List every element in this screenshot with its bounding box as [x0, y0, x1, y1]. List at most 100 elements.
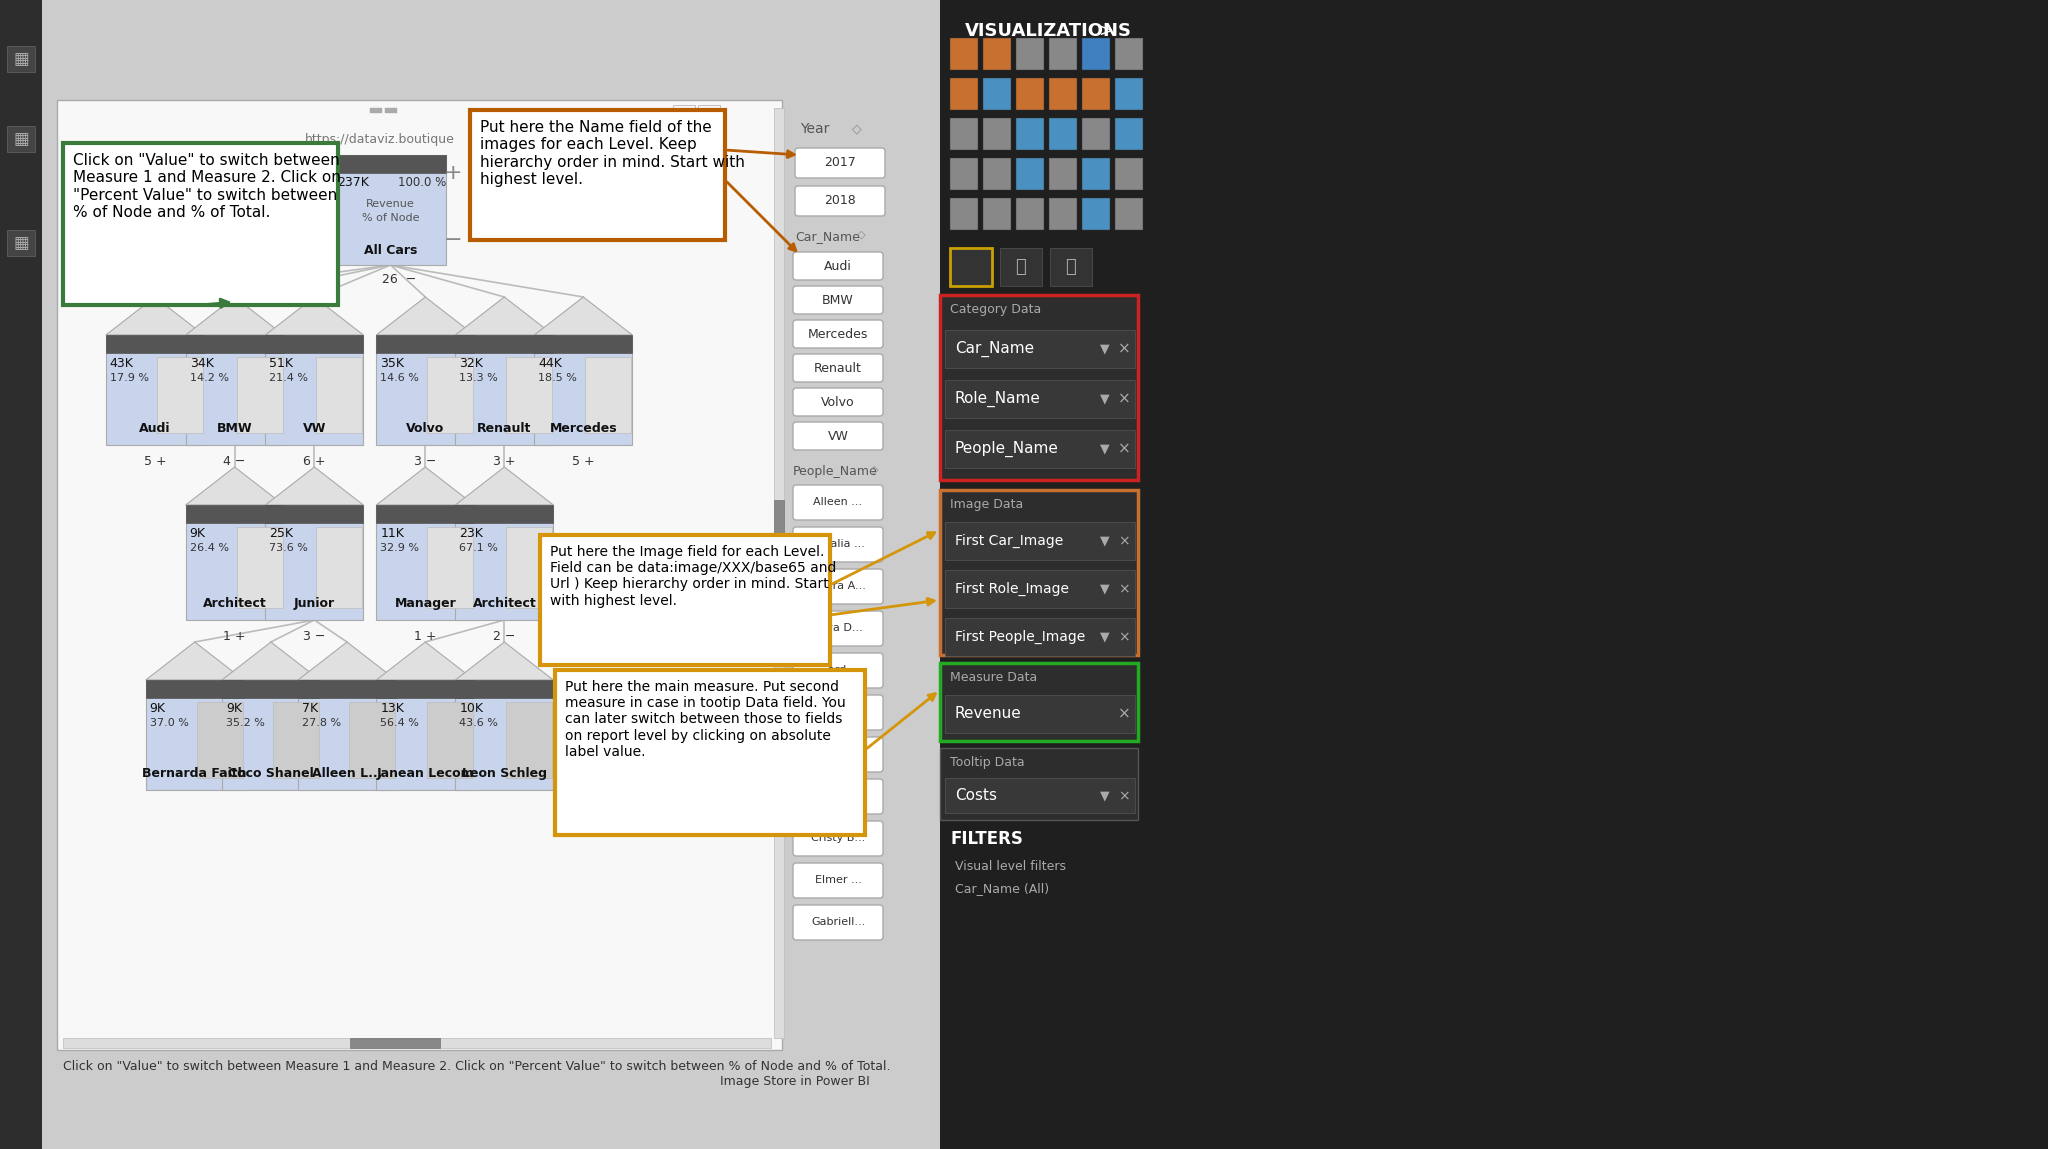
Polygon shape — [455, 466, 553, 506]
Text: Alleen L...: Alleen L... — [311, 768, 383, 780]
Polygon shape — [186, 296, 283, 336]
FancyBboxPatch shape — [793, 321, 883, 348]
Text: 100.0 %: 100.0 % — [399, 176, 446, 188]
Bar — [377, 336, 475, 445]
Text: 11K: 11K — [381, 527, 403, 540]
Bar — [266, 336, 362, 445]
Bar — [1114, 78, 1143, 110]
Text: 13K: 13K — [381, 702, 403, 715]
Text: 43.6 %: 43.6 % — [459, 718, 498, 728]
FancyBboxPatch shape — [795, 148, 885, 178]
Bar — [950, 198, 979, 230]
Bar — [950, 248, 991, 286]
Bar — [371, 108, 383, 113]
Text: 18.5 %: 18.5 % — [539, 373, 578, 383]
Bar — [983, 78, 1012, 110]
Text: Amalia ...: Amalia ... — [811, 539, 864, 549]
Bar — [999, 248, 1042, 286]
Text: 26.4 %: 26.4 % — [190, 543, 229, 553]
Text: 🎨: 🎨 — [1016, 259, 1026, 276]
Bar — [944, 522, 1135, 560]
FancyBboxPatch shape — [793, 252, 883, 280]
Text: ▼: ▼ — [1100, 534, 1110, 548]
Bar — [1114, 118, 1143, 151]
Text: ▼: ▼ — [1100, 442, 1110, 455]
Text: ◇: ◇ — [870, 465, 879, 475]
Text: Measure Data: Measure Data — [950, 671, 1036, 684]
Text: 2018: 2018 — [823, 194, 856, 208]
Bar — [106, 336, 205, 445]
Bar — [950, 38, 979, 70]
Text: Architect: Architect — [473, 597, 537, 610]
Text: Elmer ...: Elmer ... — [815, 876, 862, 885]
Bar — [455, 680, 553, 697]
Text: ×: × — [1118, 630, 1130, 643]
Polygon shape — [186, 466, 283, 506]
Text: ×: × — [1118, 707, 1130, 722]
Text: Costs: Costs — [954, 788, 997, 803]
Bar — [950, 78, 979, 110]
Text: People_Name: People_Name — [793, 465, 879, 478]
Bar — [0, 0, 43, 1149]
Bar — [1049, 198, 1077, 230]
Text: Tooltip Data: Tooltip Data — [950, 756, 1024, 769]
Bar — [1114, 159, 1143, 190]
Bar — [1016, 198, 1044, 230]
Bar — [385, 108, 397, 113]
Bar — [57, 100, 782, 1050]
Bar — [455, 336, 553, 445]
Polygon shape — [377, 296, 475, 336]
Bar — [940, 295, 1139, 480]
Bar — [299, 680, 395, 697]
Bar — [6, 230, 35, 256]
FancyBboxPatch shape — [795, 186, 885, 216]
Text: ×: × — [1118, 341, 1130, 356]
Text: 35.2 %: 35.2 % — [225, 718, 264, 728]
Bar — [1081, 159, 1110, 190]
Text: Car_Name: Car_Name — [795, 230, 860, 242]
Text: Manager: Manager — [395, 597, 457, 610]
Bar — [774, 108, 784, 1038]
Bar — [983, 159, 1012, 190]
Text: Gabriell...: Gabriell... — [811, 917, 864, 927]
Text: 2 −: 2 − — [494, 630, 516, 643]
Text: Click on "Value" to switch between
Measure 1 and Measure 2. Click on
"Percent Va: Click on "Value" to switch between Measu… — [74, 153, 340, 221]
Text: 26  −: 26 − — [383, 273, 416, 286]
Text: Category Data: Category Data — [950, 303, 1040, 316]
Text: Asya D...: Asya D... — [813, 623, 862, 633]
Bar — [455, 506, 553, 523]
Text: ⊞: ⊞ — [963, 259, 979, 276]
Text: 1 +: 1 + — [223, 630, 246, 643]
Text: 🔍: 🔍 — [1065, 259, 1077, 276]
Bar — [940, 0, 2048, 1149]
FancyBboxPatch shape — [793, 653, 883, 688]
Polygon shape — [377, 642, 475, 680]
Bar — [272, 702, 319, 778]
Bar — [186, 336, 283, 353]
Bar — [950, 159, 979, 190]
FancyBboxPatch shape — [793, 611, 883, 646]
Bar — [266, 506, 362, 620]
Text: 27.8 %: 27.8 % — [301, 718, 342, 728]
Bar — [541, 535, 829, 665]
FancyBboxPatch shape — [793, 527, 883, 562]
Text: 5 +: 5 + — [571, 455, 594, 468]
Bar — [221, 680, 319, 791]
Text: VW: VW — [827, 430, 848, 442]
Text: Put here the Image field for each Level.
Field can be data:image/XXX/base65 and
: Put here the Image field for each Level.… — [551, 545, 836, 608]
Bar — [336, 155, 446, 265]
Text: 5 +: 5 + — [143, 455, 166, 468]
Text: Put here the Name field of the
images for each Level. Keep
hierarchy order in mi: Put here the Name field of the images fo… — [479, 119, 745, 187]
Bar — [315, 527, 362, 608]
Bar — [145, 680, 244, 791]
FancyBboxPatch shape — [793, 905, 883, 940]
Bar — [506, 702, 553, 778]
Text: Mercedes: Mercedes — [807, 327, 868, 340]
Bar — [186, 336, 283, 445]
Polygon shape — [455, 296, 553, 336]
FancyBboxPatch shape — [793, 779, 883, 813]
Text: 7K: 7K — [301, 702, 317, 715]
Bar — [6, 46, 35, 72]
Text: Role_Name: Role_Name — [954, 391, 1040, 407]
Text: Janean Lecom: Janean Lecom — [377, 768, 475, 780]
